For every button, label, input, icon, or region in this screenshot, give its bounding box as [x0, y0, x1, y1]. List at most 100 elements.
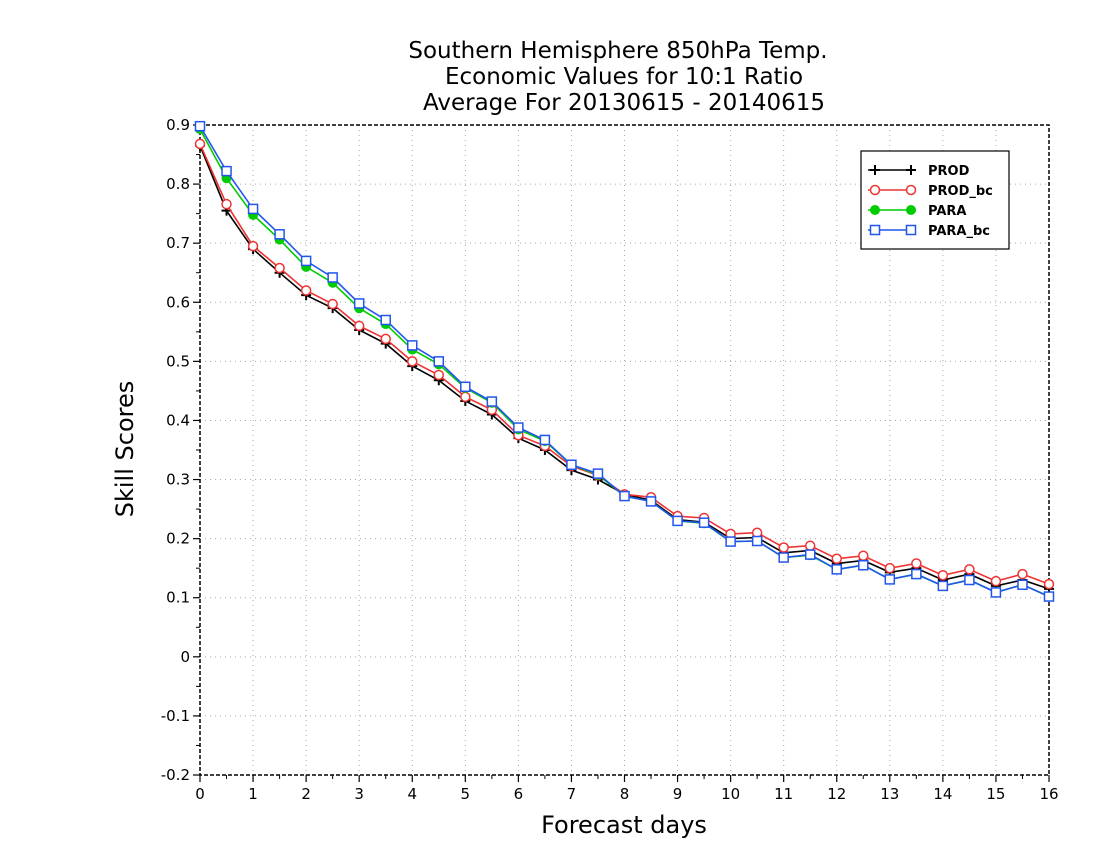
data-point-para-bc	[486, 396, 498, 407]
data-point-prod-bc	[778, 542, 789, 553]
data-point-para-bc	[937, 580, 949, 592]
data-point-para-bc	[725, 536, 736, 547]
legend-label-para: PARA	[928, 204, 966, 219]
x-tick-label: 7	[567, 785, 577, 803]
data-point-para-bc	[327, 272, 338, 283]
y-tick-label: 0.6	[166, 293, 190, 311]
y-tick-label: -0.2	[161, 766, 190, 784]
legend-label-para-bc: PARA_bc	[928, 224, 990, 239]
y-tick-label: 0.4	[166, 411, 190, 429]
data-point-prod-bc	[274, 262, 285, 274]
legend-box	[860, 150, 1010, 250]
y-axis-ticks: -0.2 -0.1 0 0.1 0.2 0.3 0.4 0.5 0.6 0.7 0.8 0.9	[161, 116, 200, 784]
x-tick-label: 11	[774, 785, 793, 803]
data-point-prod-bc	[884, 562, 896, 574]
data-point-para-bc	[380, 314, 391, 326]
y-tick-label: 0.1	[166, 589, 190, 607]
x-axis-label: Forecast days	[541, 811, 707, 839]
data-point-para-bc	[858, 559, 869, 571]
data-point-para-bc	[566, 459, 577, 471]
data-point-para-bc	[274, 229, 285, 240]
data-point-prod-bc	[407, 356, 418, 367]
data-point-para-bc	[698, 517, 710, 528]
x-tick-label: 8	[620, 785, 630, 803]
legend-item-prod: PROD	[868, 164, 970, 179]
x-tick-label: 14	[933, 785, 952, 803]
chart-title-line-3: Average For 20130615 - 20140615	[423, 90, 825, 116]
y-tick-label: 0.5	[166, 352, 190, 370]
data-point-para-bc	[513, 422, 524, 433]
data-point-para-bc	[672, 515, 683, 527]
data-point-prod-bc	[194, 138, 206, 150]
y-axis-label: Skill Scores	[111, 381, 139, 518]
x-tick-label: 1	[248, 785, 258, 803]
data-point-prod-bc	[327, 298, 338, 310]
data-point-prod-bc	[990, 575, 1002, 587]
y-tick-label: 0	[180, 648, 190, 666]
x-tick-label: 5	[461, 785, 471, 803]
data-point-prod-bc	[433, 369, 445, 381]
data-point-prod-bc	[858, 550, 869, 562]
x-axis-ticks: 0 1 2 3 4 5 6 7 8 9 10 11 12 13 14 15 16	[195, 775, 1059, 803]
legend-item-para: PARA	[868, 204, 966, 219]
data-point-prod-bc	[460, 391, 471, 403]
x-tick-label: 12	[827, 785, 846, 803]
x-tick-label: 16	[1039, 785, 1058, 803]
legend-label-prod: PROD	[928, 164, 970, 179]
legend-marker-para	[906, 205, 916, 215]
data-point-prod-bc	[1017, 568, 1028, 580]
data-point-para-bc	[990, 587, 1002, 598]
data-point-prod-bc	[937, 570, 949, 581]
y-tick-label: 0.7	[166, 234, 190, 252]
legend-marker-para-bc	[869, 224, 881, 236]
data-point-para-bc	[592, 468, 604, 479]
y-tick-label: 0.8	[166, 175, 190, 193]
chart-titles: Southern Hemisphere 850hPa Temp. Economi…	[408, 38, 827, 116]
data-point-para-bc	[964, 574, 975, 586]
x-tick-label: 2	[301, 785, 311, 803]
x-tick-label: 4	[407, 785, 417, 803]
data-point-para-bc	[831, 564, 842, 575]
legend-marker-prod	[870, 165, 880, 175]
data-point-prod-bc	[353, 320, 365, 332]
data-point-prod-bc	[300, 285, 312, 296]
data-point-para-bc	[804, 549, 816, 560]
chart-title-line-1: Southern Hemisphere 850hPa Temp.	[408, 38, 827, 64]
chart-title-line-2: Economic Values for 10:1 Ratio	[445, 64, 803, 90]
data-point-prod-bc	[804, 540, 816, 551]
x-tick-label: 6	[514, 785, 524, 803]
data-point-para-bc	[433, 356, 445, 367]
legend-marker-prod-bc	[869, 184, 881, 196]
data-point-para-bc	[884, 574, 896, 585]
data-point-para-bc	[407, 340, 418, 351]
data-point-para-bc	[1017, 579, 1028, 590]
series-layer	[194, 120, 1055, 602]
x-tick-label: 13	[880, 785, 899, 803]
legend-marker-prod	[906, 165, 916, 175]
data-point-para-bc	[353, 298, 365, 309]
data-point-para-bc	[300, 255, 312, 267]
legend-marker-para	[870, 205, 880, 215]
y-tick-label: 0.2	[166, 530, 190, 548]
data-point-prod-bc	[831, 553, 842, 564]
data-point-prod-bc	[221, 198, 232, 210]
data-point-para-bc	[751, 535, 763, 547]
data-point-para-bc	[1043, 591, 1055, 602]
legend-item-prod-bc: PROD_bc	[868, 184, 993, 199]
data-point-para-bc	[221, 165, 232, 177]
data-point-prod-bc	[247, 240, 259, 252]
data-point-para-bc	[539, 434, 551, 446]
x-tick-label: 10	[721, 785, 740, 803]
data-point-para-bc	[247, 203, 259, 215]
data-point-para-bc	[460, 381, 471, 393]
legend-marker-prod-bc	[905, 184, 917, 196]
series-para-bc	[194, 120, 1055, 602]
legend-label-prod-bc: PROD_bc	[928, 184, 993, 199]
data-point-prod-bc	[1043, 578, 1055, 590]
y-tick-label: -0.1	[161, 707, 190, 725]
x-tick-label: 3	[354, 785, 364, 803]
data-point-para-bc	[619, 490, 630, 502]
data-point-para-bc	[194, 120, 206, 132]
